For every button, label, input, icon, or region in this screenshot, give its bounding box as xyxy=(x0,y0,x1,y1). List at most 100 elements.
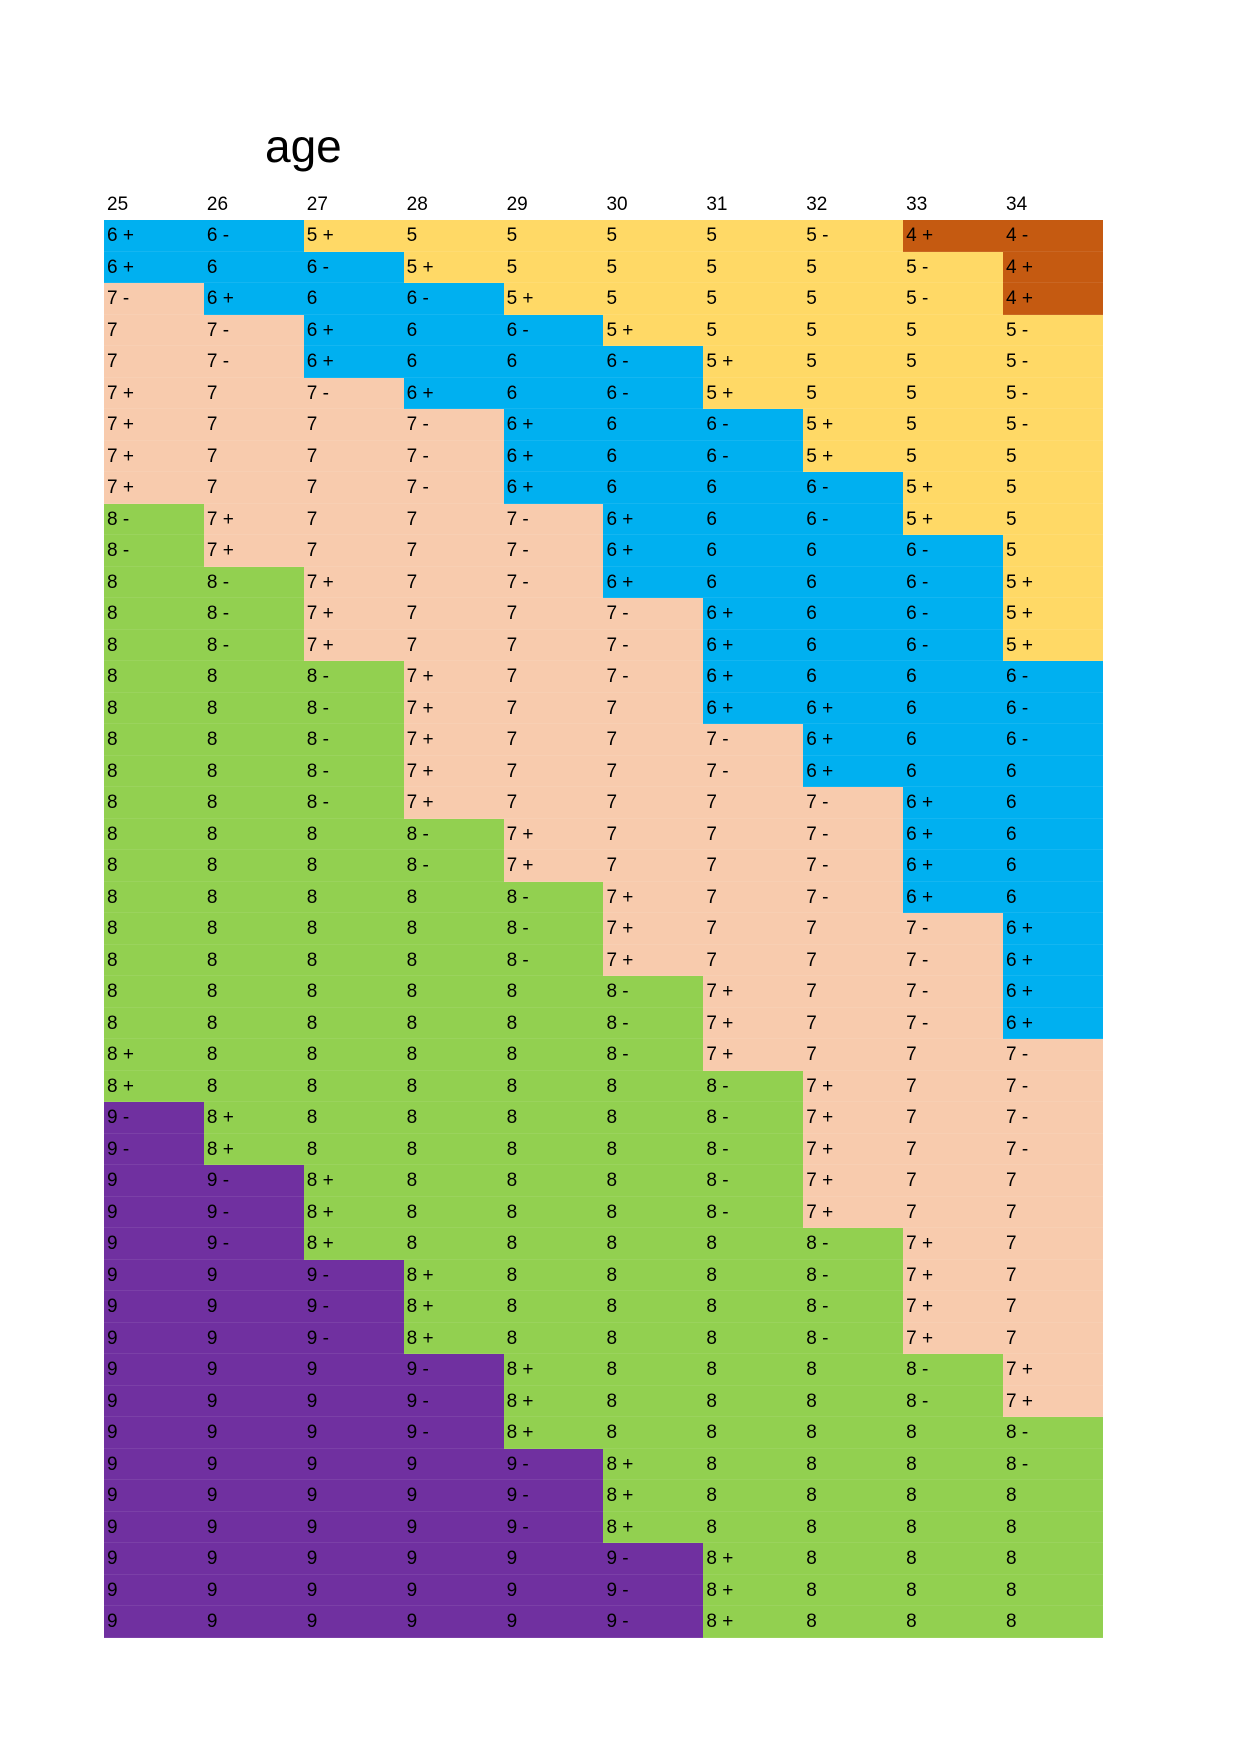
grade-cell: 7 + xyxy=(503,850,604,882)
grade-cell: 8 xyxy=(703,1291,804,1323)
grade-cell: 5 xyxy=(903,409,1004,441)
grade-cell: 9 xyxy=(104,1511,204,1543)
grade-cell: 8 - xyxy=(703,1165,804,1197)
grade-cell: 7 - xyxy=(903,1007,1004,1039)
grade-cell: 8 - xyxy=(803,1291,904,1323)
grade-cell: 7 xyxy=(803,913,904,945)
grade-cell: 8 xyxy=(503,1259,604,1291)
grade-cell: 8 - xyxy=(303,724,404,756)
grade-cell: 6 - xyxy=(803,503,904,535)
grade-cell: 8 xyxy=(403,1165,504,1197)
grade-cell: 7 + xyxy=(603,881,704,913)
grade-cell: 8 - xyxy=(1003,1417,1103,1449)
grade-cell: 6 + xyxy=(303,314,404,346)
grade-cell: 8 xyxy=(603,1165,704,1197)
grade-cell: 8 xyxy=(1003,1480,1103,1512)
grade-cell: 8 xyxy=(104,881,204,913)
grade-cell: 7 - xyxy=(503,503,604,535)
column-header-row: 25 26 27 28 29 30 31 32 33 34 xyxy=(104,189,1103,220)
grade-cell: 8 xyxy=(104,724,204,756)
grade-cell: 8 xyxy=(1003,1543,1103,1575)
grade-cell: 8 xyxy=(703,1511,804,1543)
grade-cell: 7 + xyxy=(104,377,204,409)
grade-cell: 7 + xyxy=(903,1259,1004,1291)
grade-cell: 7 + xyxy=(503,818,604,850)
grade-cell: 8 - xyxy=(303,692,404,724)
grade-cell: 7 + xyxy=(703,1039,804,1071)
grade-cell: 8 - xyxy=(403,850,504,882)
grade-cell: 7 + xyxy=(903,1322,1004,1354)
grade-cell: 9 xyxy=(104,1480,204,1512)
grade-table: 25 26 27 28 29 30 31 32 33 34 6 +6 -5 +5 5 5 5 5 -4 +… xyxy=(104,189,1103,1638)
grade-cell: 7 xyxy=(903,1165,1004,1197)
grade-cell: 8 xyxy=(503,1322,604,1354)
grade-cell: 6 + xyxy=(903,850,1004,882)
grade-cell: 7 xyxy=(403,503,504,535)
grade-cell: 7 - xyxy=(603,661,704,693)
grade-cell: 7 - xyxy=(303,377,404,409)
column-header-28: 28 xyxy=(406,194,428,215)
grade-cell: 8 + xyxy=(203,1102,304,1134)
grade-cell: 7 xyxy=(1003,1196,1103,1228)
grade-cell: 8 + xyxy=(703,1574,804,1606)
grade-cell: 8 xyxy=(104,1007,204,1039)
grade-cell: 8 - xyxy=(703,1133,804,1165)
grade-cell: 8 xyxy=(703,1385,804,1417)
grade-cell: 5 - xyxy=(903,251,1004,283)
grade-cell: 6 - xyxy=(1003,724,1103,756)
grade-cell: 7 - xyxy=(403,409,504,441)
grade-cell: 6 + xyxy=(1003,944,1103,976)
grade-cell: 6 + xyxy=(803,724,904,756)
grade-cell: 6 xyxy=(903,755,1004,787)
grade-cell: 7 - xyxy=(803,850,904,882)
grade-cell: 8 xyxy=(203,913,304,945)
grade-cell: 9 - xyxy=(104,1102,204,1134)
grade-cell: 7 xyxy=(703,944,804,976)
grade-cell: 9 xyxy=(203,1291,304,1323)
grade-cell: 7 + xyxy=(803,1070,904,1102)
grade-cell: 7 xyxy=(503,787,604,819)
grade-cell: 5 + xyxy=(703,377,804,409)
grade-cell: 7 xyxy=(503,629,604,661)
grade-cell: 8 xyxy=(203,755,304,787)
grade-cell: 8 xyxy=(703,1322,804,1354)
grade-cell: 7 + xyxy=(203,535,304,567)
grade-cell: 8 xyxy=(303,818,404,850)
grade-cell: 6 - xyxy=(703,409,804,441)
grade-cell: 7 - xyxy=(203,314,304,346)
grade-cell: 9 xyxy=(104,1228,204,1260)
grade-cell: 6 - xyxy=(403,283,504,315)
grade-cell: 8 - xyxy=(203,566,304,598)
grade-cell: 8 - xyxy=(303,661,404,693)
grade-cell: 6 xyxy=(1003,850,1103,882)
grade-cell: 8 xyxy=(503,976,604,1008)
grade-cell: 7 - xyxy=(803,881,904,913)
grade-cell: 7 + xyxy=(403,692,504,724)
grade-cell: 8 - xyxy=(1003,1448,1103,1480)
grade-cell: 6 xyxy=(703,535,804,567)
grade-cell: 9 xyxy=(403,1480,504,1512)
grade-cell: 5 xyxy=(503,251,604,283)
grade-cell: 7 - xyxy=(104,283,204,315)
grade-cell: 8 + xyxy=(303,1228,404,1260)
grade-cell: 6 xyxy=(603,440,704,472)
grade-cell: 8 - xyxy=(403,818,504,850)
grade-cell: 8 xyxy=(203,881,304,913)
grade-cell: 7 xyxy=(503,755,604,787)
grade-cell: 8 xyxy=(303,944,404,976)
grade-cell: 5 - xyxy=(1003,377,1103,409)
grade-cell: 7 xyxy=(603,692,704,724)
grade-cell: 7 + xyxy=(603,944,704,976)
grade-cell: 8 - xyxy=(903,1354,1004,1386)
grade-cell: 6 xyxy=(303,283,404,315)
grade-cell: 9 - xyxy=(203,1228,304,1260)
grade-cell: 8 xyxy=(104,661,204,693)
grade-cell: 8 xyxy=(503,1165,604,1197)
grade-cell: 5 xyxy=(1003,503,1103,535)
grade-cell: 6 - xyxy=(903,629,1004,661)
grade-cell: 9 xyxy=(104,1448,204,1480)
page-title: age xyxy=(265,120,342,172)
grade-cell: 8 + xyxy=(403,1259,504,1291)
grade-cell: 9 xyxy=(503,1543,604,1575)
grade-cell: 6 + xyxy=(903,818,1004,850)
